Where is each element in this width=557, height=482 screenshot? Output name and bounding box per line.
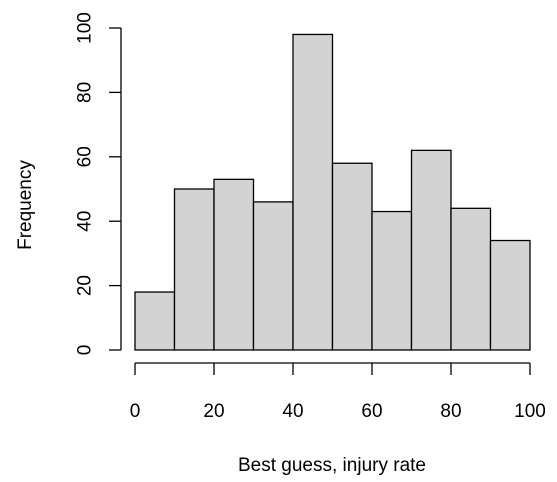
histogram-bar-80-90 (450, 207, 492, 351)
bars-group (134, 33, 531, 351)
x-tick-label: 100 (514, 401, 546, 422)
y-axis: 0 20 40 60 80 100 (75, 12, 122, 355)
histogram-bar-40-50 (292, 33, 334, 351)
y-tick-label: 40 (75, 211, 96, 232)
histogram-bar-90-100 (489, 239, 531, 351)
histogram-bar-70-80 (410, 149, 452, 351)
histogram-bar-30-40 (252, 201, 294, 351)
y-tick-label: 80 (75, 82, 96, 103)
histogram-bar-50-60 (331, 162, 373, 351)
y-tick-label: 0 (75, 345, 96, 356)
y-tick-label: 60 (75, 146, 96, 167)
x-tick-label: 40 (282, 401, 303, 422)
x-tick-label: 0 (130, 401, 141, 422)
histogram-bar-60-70 (371, 210, 413, 351)
y-axis-title: Frequency (15, 160, 36, 250)
x-tick-label: 20 (203, 401, 224, 422)
x-axis-title: Best guess, injury rate (238, 455, 426, 476)
x-tick-label: 60 (361, 401, 382, 422)
y-tick-label: 100 (75, 12, 96, 44)
x-axis: 0 20 40 60 80 100 (130, 362, 546, 422)
y-tick-label: 20 (75, 275, 96, 296)
histogram-bar-10-20 (173, 188, 215, 351)
histogram-bar-0-10 (134, 291, 176, 351)
x-tick-label: 80 (440, 401, 461, 422)
histogram-bar-20-30 (213, 178, 255, 351)
